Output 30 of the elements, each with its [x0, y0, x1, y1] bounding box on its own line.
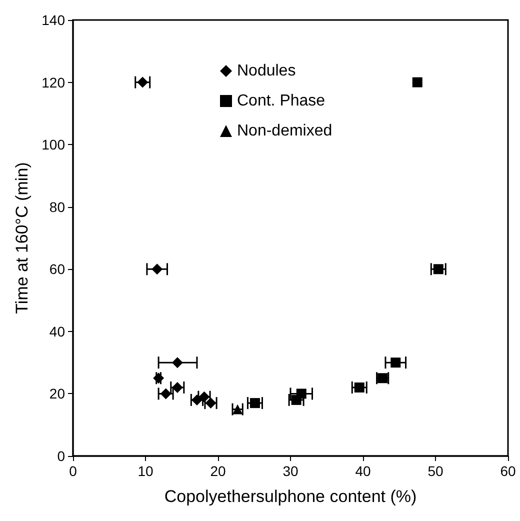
point: [172, 357, 183, 368]
x-axis-title: Copolyethersulphone content (%): [164, 487, 417, 506]
x-tick-label: 30: [282, 463, 298, 479]
y-tick-label: 140: [42, 12, 66, 28]
y-tick-label: 100: [42, 136, 66, 153]
legend-label: Cont. Phase: [237, 92, 326, 110]
x-tick-label: 50: [428, 463, 444, 479]
x-tick-label: 20: [210, 463, 226, 479]
point: [153, 372, 164, 384]
point: [250, 398, 260, 408]
point: [354, 382, 364, 392]
y-tick-label: 20: [49, 386, 66, 402]
point: [390, 358, 401, 368]
y-tick-label: 0: [57, 448, 66, 464]
y-tick-label: 120: [42, 74, 66, 90]
point: [412, 77, 422, 88]
y-tick-label: 80: [49, 198, 66, 215]
y-tick-label: 60: [49, 261, 66, 278]
x-tick-label: 10: [138, 463, 154, 479]
x-tick-label: 0: [69, 463, 78, 479]
y-axis-title: Time at 160°C (min): [12, 162, 32, 314]
point: [296, 388, 306, 399]
point: [137, 76, 148, 88]
y-tick-label: 40: [49, 323, 66, 340]
x-tick-label: 40: [355, 463, 371, 479]
legend-label: Non-demixed: [237, 122, 332, 140]
legend-label: Nodules: [237, 62, 296, 80]
point: [433, 264, 444, 274]
point: [152, 264, 163, 275]
x-tick-label: 60: [500, 463, 516, 479]
